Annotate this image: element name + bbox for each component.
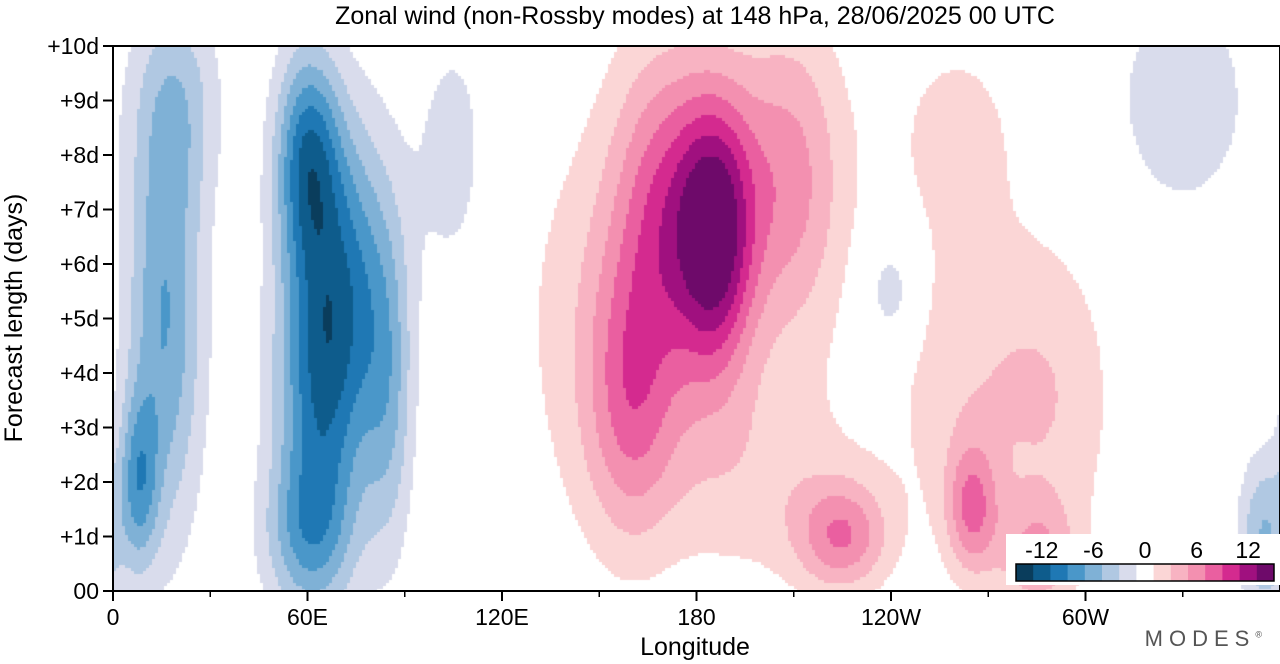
colorbar-swatch (1222, 564, 1241, 581)
y-axis: 00 +1d +2d +3d +4d +5d +6d +7d +8d +9d +10d (47, 33, 113, 604)
colorbar-swatch (1067, 564, 1086, 581)
colorbar: -12 -6 0 6 12 (1006, 534, 1280, 585)
y-axis-label: Forecast length (days) (0, 194, 28, 443)
y-tick-label: +6d (60, 251, 99, 277)
y-tick-label: +7d (60, 197, 99, 223)
chart-title: Zonal wind (non-Rossby modes) at 148 hPa… (335, 2, 1055, 30)
x-axis: 0 60E 120E 180 120W 60W (107, 591, 1184, 630)
colorbar-swatch (1239, 564, 1258, 581)
colorbar-swatch (1084, 564, 1103, 581)
x-tick-label: 0 (107, 604, 120, 630)
colorbar-swatch (1205, 564, 1223, 581)
colorbar-swatch (1153, 564, 1172, 581)
colorbar-swatch (1170, 564, 1189, 581)
colorbar-swatch (1102, 564, 1120, 581)
colorbar-swatch (1016, 564, 1034, 581)
modes-logo: MODES® (1145, 626, 1262, 652)
x-tick-label: 180 (677, 604, 715, 630)
colorbar-tick-label: -12 (1025, 537, 1058, 563)
wind-field-shading (113, 46, 1280, 591)
colorbar-swatch (1256, 564, 1275, 581)
y-tick-label: +1d (60, 524, 99, 550)
x-tick-label: 120W (861, 604, 921, 630)
colorbar-swatch (1136, 564, 1155, 581)
x-tick-label: 60E (287, 604, 328, 630)
y-tick-label: +8d (60, 142, 99, 168)
y-tick-label: +3d (60, 415, 99, 441)
x-tick-label: 60W (1062, 604, 1110, 630)
colorbar-tick-label: 0 (1139, 537, 1152, 563)
colorbar-swatch (1050, 564, 1069, 581)
colorbar-swatch (1119, 564, 1137, 581)
colorbar-tick-label: 6 (1190, 537, 1203, 563)
y-tick-label: +5d (60, 306, 99, 332)
y-tick-label: 00 (73, 578, 99, 604)
brand-text: MODES (1144, 626, 1256, 651)
colorbar-tick-label: -6 (1083, 537, 1103, 563)
colorbar-swatch (1188, 564, 1206, 581)
y-tick-label: +4d (60, 360, 99, 386)
colorbar-frame (1015, 563, 1275, 582)
plot-area (113, 46, 1280, 591)
y-tick-label: +9d (60, 88, 99, 114)
colorbar-swatch (1033, 564, 1051, 581)
colorbar-tick-label: 12 (1235, 537, 1261, 563)
y-tick-label: +10d (47, 33, 99, 59)
x-tick-label: 120E (475, 604, 529, 630)
x-axis-label: Longitude (640, 633, 750, 661)
y-tick-label: +2d (60, 469, 99, 495)
brand-mark: ® (1255, 629, 1262, 640)
